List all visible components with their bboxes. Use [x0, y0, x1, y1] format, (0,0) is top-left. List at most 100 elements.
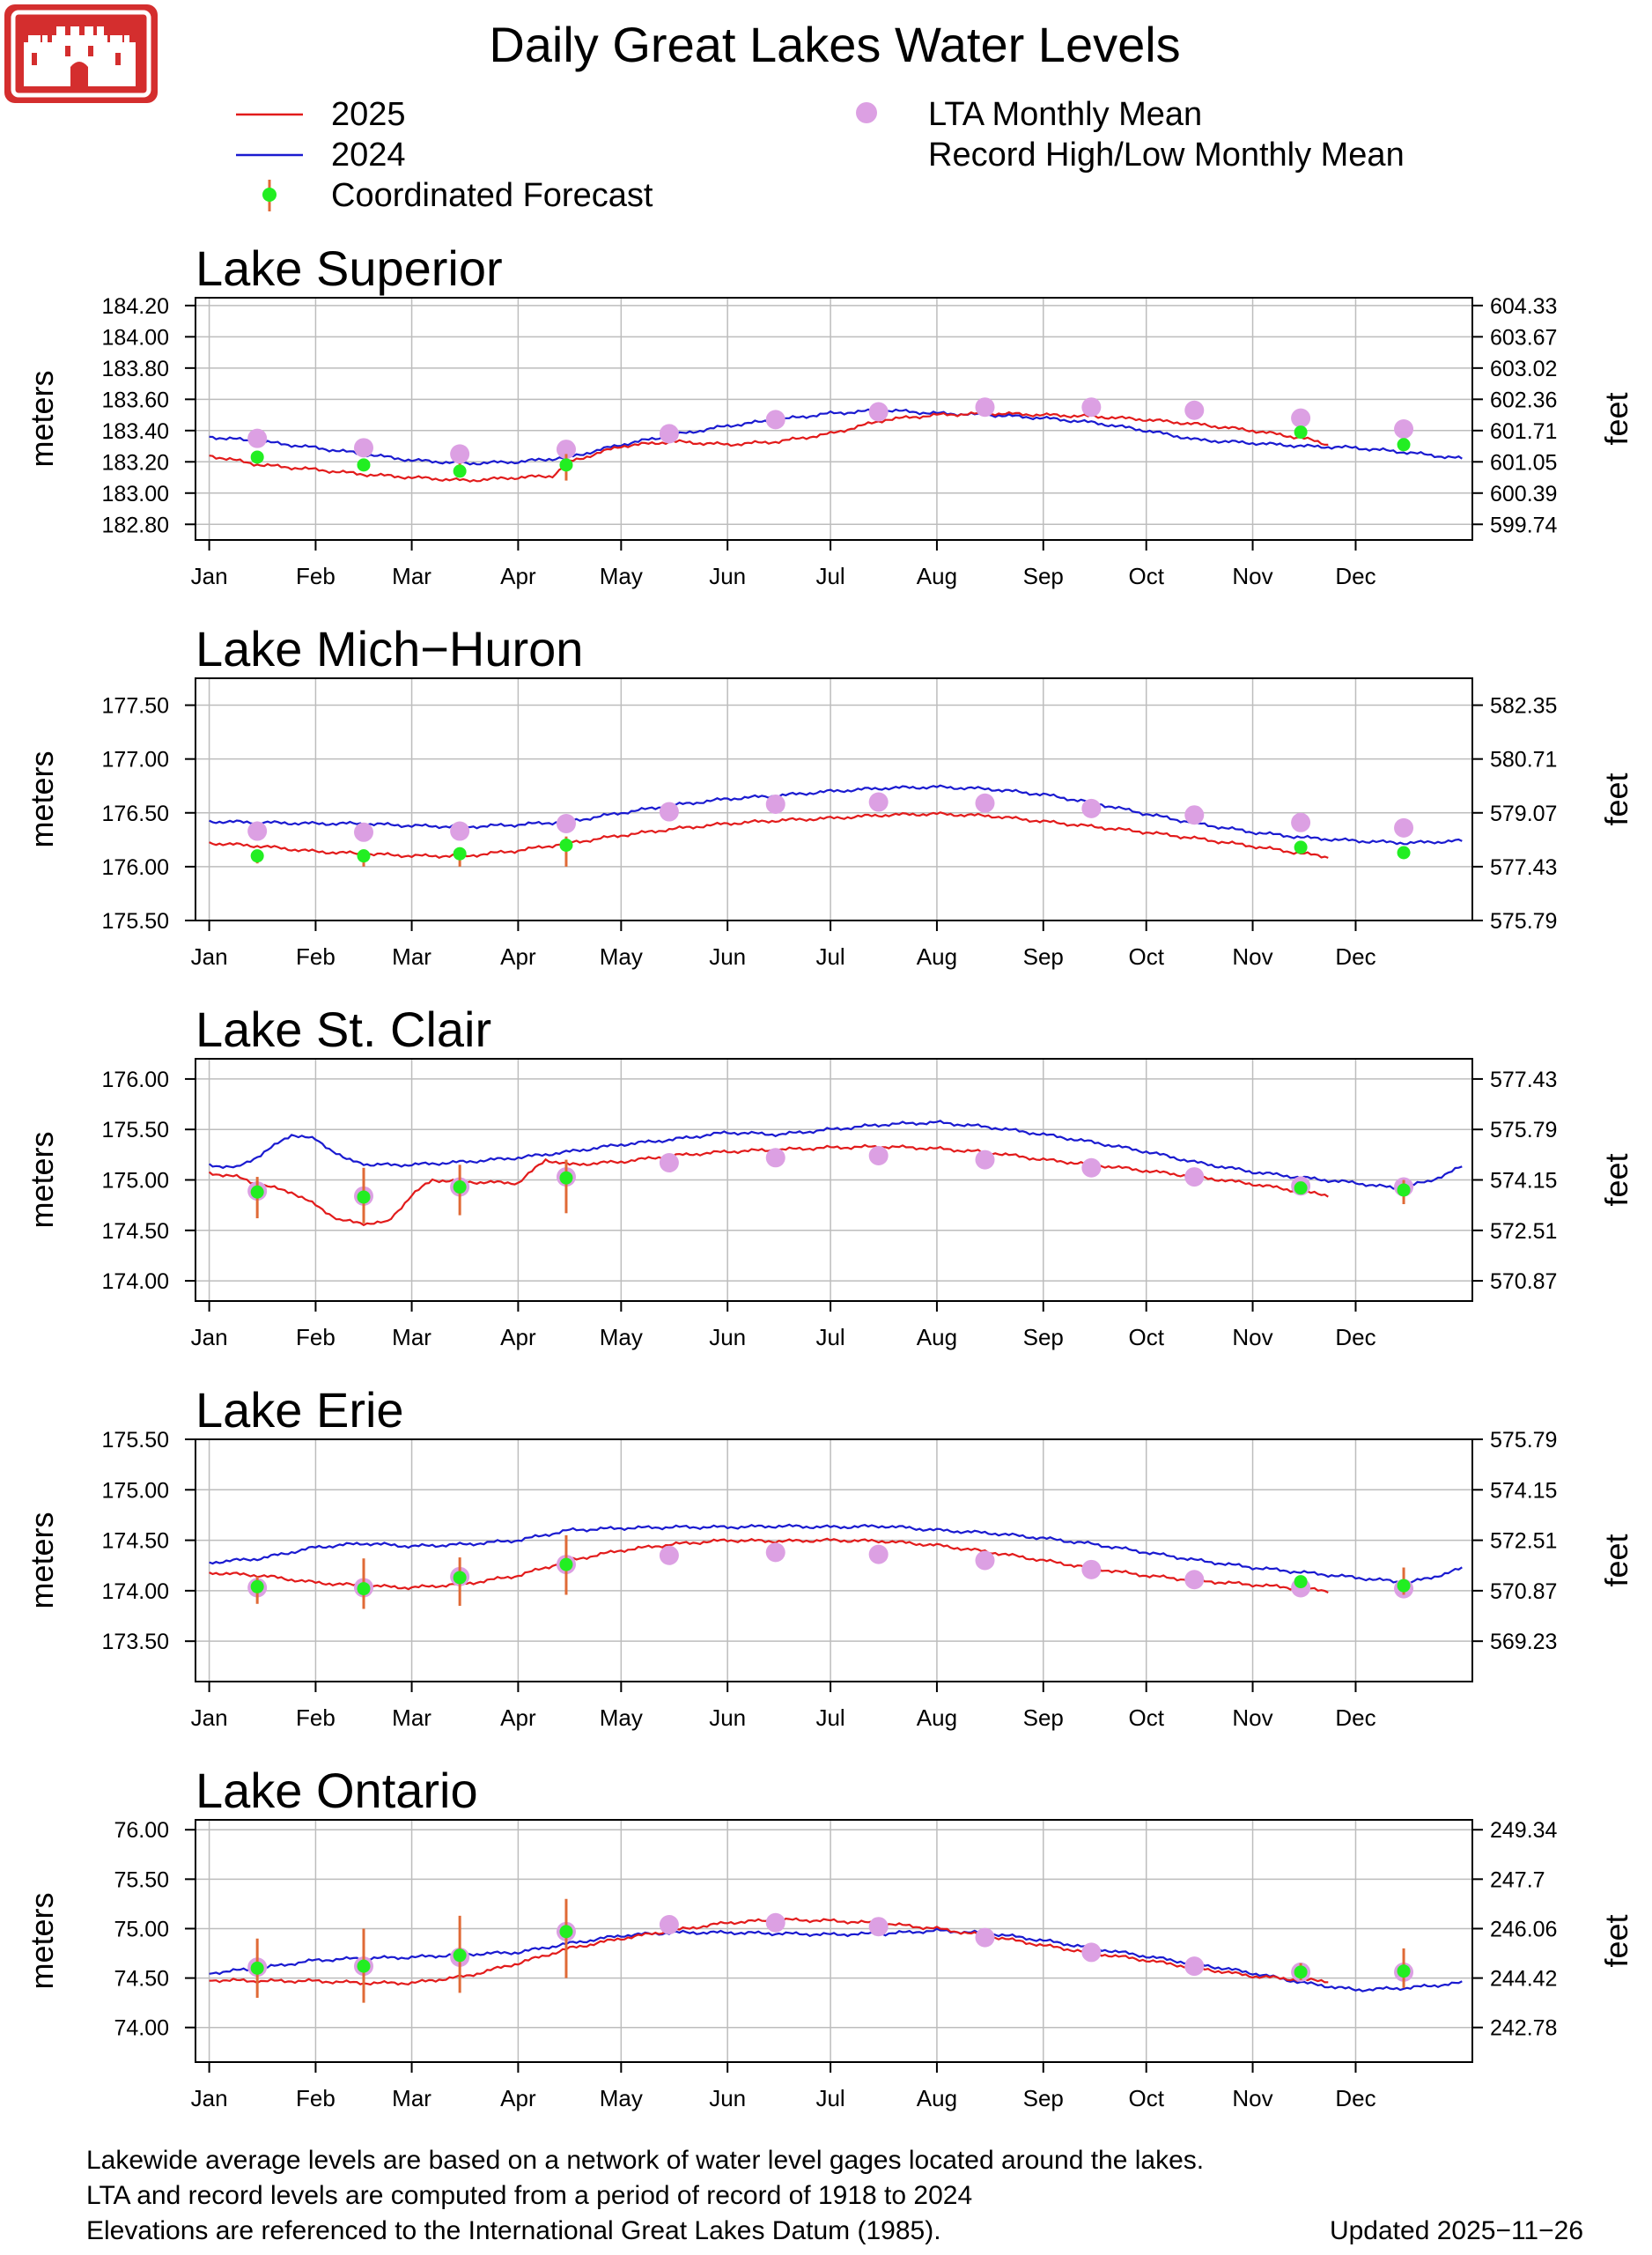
y-tick-label-left: 183.40 [102, 419, 169, 444]
y-axis-label-right: feet [1598, 1153, 1634, 1206]
x-tick-label: Sep [1023, 563, 1064, 589]
y-axis-label-left: meters [24, 1131, 60, 1228]
forecast-point [1294, 1575, 1308, 1589]
plot-frame [195, 677, 1473, 921]
y-axis-label-left: meters [24, 1512, 60, 1608]
y-tick-label-right: 249.34 [1490, 1818, 1558, 1843]
panel-1: Lake Mich−Huron 175.50 575.79 176.00 577.43 1… [24, 621, 1634, 970]
y-tick-label-right: 574.15 [1490, 1478, 1557, 1503]
legend-lta-dot [856, 102, 877, 123]
lta-monthly-mean-point [975, 397, 995, 418]
plot-frame [195, 1438, 1473, 1682]
x-tick-label: Apr [500, 2085, 536, 2111]
x-tick-label: Feb [296, 1324, 336, 1350]
usace-castle-logo [4, 4, 158, 103]
y-tick-label-left: 74.00 [114, 2016, 169, 2041]
forecast-point [1397, 1578, 1411, 1593]
forecast-point [1397, 1183, 1411, 1197]
y-tick-label-left: 177.50 [102, 694, 169, 719]
lta-monthly-mean-point [868, 1544, 889, 1564]
forecast-point [1397, 846, 1411, 860]
lta-monthly-mean-point [868, 1146, 889, 1165]
y-tick-label-right: 582.35 [1490, 694, 1557, 719]
y-tick-label-left: 175.00 [102, 1478, 169, 1503]
forecast-point [250, 849, 264, 863]
lta-monthly-mean-point [659, 1545, 679, 1565]
x-tick-label: Nov [1232, 1324, 1272, 1350]
x-tick-label: Aug [917, 943, 957, 970]
y-tick-label-right: 599.74 [1490, 513, 1558, 537]
x-tick-label: Sep [1023, 1704, 1064, 1731]
lta-monthly-mean-point [659, 1153, 679, 1173]
lta-monthly-mean-point [1081, 1559, 1102, 1579]
y-tick-label-left: 173.50 [102, 1630, 169, 1654]
panel-title: Lake Ontario [195, 1763, 478, 1818]
y-tick-label-right: 570.87 [1490, 1269, 1557, 1294]
lta-monthly-mean-point [1184, 400, 1205, 420]
y-tick-label-left: 174.50 [102, 1219, 169, 1244]
x-tick-label: Feb [296, 1704, 336, 1731]
series-2024-line [209, 1523, 1463, 1586]
x-tick-label: Nov [1232, 1704, 1272, 1731]
x-tick-label: Oct [1128, 563, 1164, 589]
x-tick-label: Apr [500, 1324, 536, 1350]
lta-monthly-mean-point [450, 444, 470, 464]
y-tick-label-right: 246.06 [1490, 1917, 1557, 1941]
lta-monthly-mean-point [659, 424, 679, 444]
y-tick-label-left: 184.00 [102, 325, 169, 350]
y-tick-label-left: 183.60 [102, 388, 169, 412]
x-tick-label: Apr [500, 943, 536, 970]
panel-0: Lake Superior 182.80 599.74 183.00 600.39 183… [24, 240, 1634, 589]
y-axis-label-left: meters [24, 1892, 60, 1989]
x-tick-label: Nov [1232, 943, 1272, 970]
lta-monthly-mean-point [1291, 408, 1311, 428]
forecast-point [559, 458, 573, 472]
lta-monthly-mean-point [1081, 798, 1102, 818]
forecast-point [453, 464, 467, 478]
y-tick-label-left: 183.80 [102, 357, 169, 381]
lta-monthly-mean-point [659, 802, 679, 822]
forecast-point [559, 838, 573, 852]
y-tick-label-left: 183.00 [102, 482, 169, 506]
lta-monthly-mean-point [765, 1912, 785, 1933]
updated-date: Updated 2025−11−26 [1330, 2216, 1583, 2245]
lta-monthly-mean-point [868, 1917, 889, 1937]
y-tick-label-left: 175.50 [102, 1118, 169, 1142]
x-tick-label: Mar [392, 2085, 431, 2111]
y-tick-label-right: 601.71 [1490, 419, 1557, 444]
forecast-point [357, 1582, 371, 1596]
legend-record-label: Record High/Low Monthly Mean [928, 137, 1405, 174]
footer-note-2: LTA and record levels are computed from … [86, 2181, 972, 2210]
y-axis-label-left: meters [24, 750, 60, 847]
x-tick-label: Feb [296, 563, 336, 589]
y-tick-label-right: 244.42 [1490, 1967, 1557, 1992]
y-tick-label-left: 182.80 [102, 513, 169, 537]
forecast-point [250, 1579, 264, 1593]
y-tick-label-right: 574.15 [1490, 1169, 1557, 1194]
panel-title: Lake Superior [195, 240, 503, 296]
legend-2024-label: 2024 [331, 137, 406, 174]
y-axis-label-right: feet [1598, 392, 1634, 445]
y-tick-label-left: 183.20 [102, 450, 169, 475]
lta-monthly-mean-point [1184, 1956, 1205, 1977]
plot-frame [195, 297, 1473, 541]
footer-note-1: Lakewide average levels are based on a n… [86, 2146, 1204, 2175]
lta-monthly-mean-point [450, 821, 470, 841]
forecast-point [559, 1171, 573, 1185]
forecast-point [559, 1925, 573, 1939]
y-tick-label-left: 174.50 [102, 1529, 169, 1554]
y-tick-label-left: 75.00 [114, 1917, 169, 1941]
y-tick-label-right: 601.05 [1490, 450, 1557, 475]
y-tick-label-right: 575.79 [1490, 909, 1557, 934]
y-tick-label-left: 174.00 [102, 1269, 169, 1294]
y-tick-label-right: 577.43 [1490, 1068, 1557, 1092]
y-axis-label-right: feet [1598, 773, 1634, 825]
y-tick-label-left: 175.50 [102, 1428, 169, 1453]
y-tick-label-right: 600.39 [1490, 482, 1557, 506]
legend-lta-label: LTA Monthly Mean [928, 96, 1202, 133]
x-tick-label: Sep [1023, 1324, 1064, 1350]
x-tick-label: Dec [1335, 563, 1375, 589]
x-tick-label: Dec [1335, 1324, 1375, 1350]
lta-monthly-mean-point [556, 440, 576, 460]
